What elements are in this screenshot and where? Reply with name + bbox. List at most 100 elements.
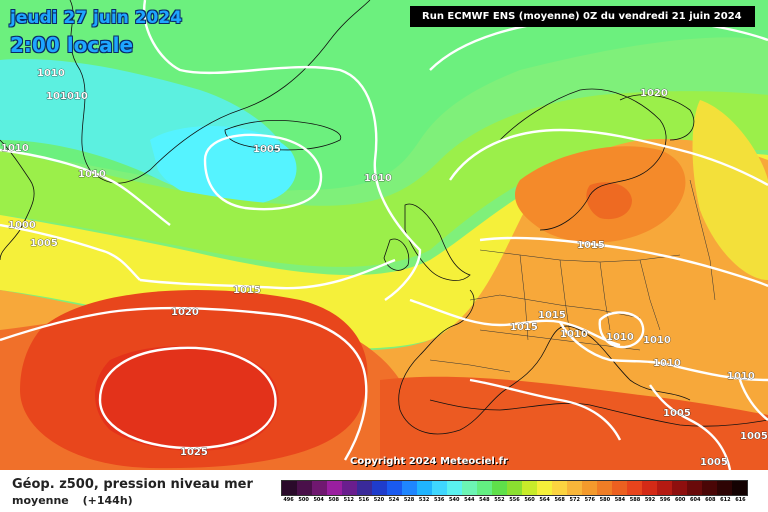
color-scale-tick-label: 544 <box>464 497 475 503</box>
color-scale-swatch <box>627 481 642 495</box>
color-scale-swatch <box>312 481 327 495</box>
color-scale-swatch <box>327 481 342 495</box>
color-scale-swatch <box>657 481 672 495</box>
isobar-label: 1010 <box>78 169 106 180</box>
color-scale-swatch <box>642 481 657 495</box>
color-scale-swatch <box>432 481 447 495</box>
isobar-label: 1005 <box>30 238 58 249</box>
color-scale-swatch <box>597 481 612 495</box>
color-scale-tick-label: 500 <box>298 497 309 503</box>
color-scale-swatch <box>687 481 702 495</box>
isobar-label: 1010 <box>364 173 392 184</box>
color-scale-tick-label: 556 <box>509 497 520 503</box>
color-scale-tick-label: 588 <box>629 497 641 503</box>
isobar-label: 1010 <box>37 68 65 79</box>
isobar-label: 1020 <box>171 307 199 318</box>
product-subtitle: moyenne (+144h) <box>12 494 133 507</box>
color-scale-swatch <box>342 481 357 495</box>
color-scale-tick-label: 524 <box>388 497 400 503</box>
color-scale-tick-label: 600 <box>674 497 686 503</box>
color-scale-swatch <box>387 481 402 495</box>
color-scale-tick-label: 616 <box>735 497 746 503</box>
color-scale-tick-label: 596 <box>659 497 671 503</box>
product-title: Géop. z500, pression niveau mer <box>12 477 253 492</box>
field-band-lightgreen <box>0 91 768 267</box>
color-scale-swatch <box>477 481 492 495</box>
legend-footer: Géop. z500, pression niveau mer moyenne … <box>0 470 768 512</box>
color-scale-swatch <box>402 481 417 495</box>
field-band-east <box>692 100 768 280</box>
color-scale-swatch <box>417 481 432 495</box>
isobar-label: 1015 <box>538 310 566 321</box>
color-scale-tick-label: 608 <box>705 497 716 503</box>
color-scale-swatch <box>567 481 582 495</box>
color-scale-tick-label: 516 <box>358 497 370 503</box>
color-scale-tick-label: 520 <box>373 497 385 503</box>
isobar-label: 1010 <box>643 335 671 346</box>
color-scale-tick-label: 604 <box>690 497 701 503</box>
color-scale-swatch <box>717 481 732 495</box>
isobar-label: 1005 <box>253 144 281 155</box>
color-scale-swatch <box>732 481 747 495</box>
color-scale-swatch <box>552 481 567 495</box>
color-scale-swatch <box>372 481 387 495</box>
color-scale-tick-label: 560 <box>524 497 535 503</box>
copyright-text: Copyright 2024 Meteociel.fr <box>350 456 508 467</box>
isobar-label: 1010 <box>653 358 681 369</box>
color-scale-tick-label: 504 <box>313 497 324 503</box>
color-scale-bar <box>281 480 748 496</box>
color-scale-swatch <box>672 481 687 495</box>
color-scale-swatch <box>357 481 372 495</box>
isobar-labels: 1010 1010 1010 1010 1005 1010 1020 1000 … <box>1 68 768 469</box>
isobar-label: 1015 <box>233 285 261 296</box>
color-scale-swatch <box>522 481 537 495</box>
forecast-date: jeudi 27 juin 2024 <box>10 8 183 28</box>
color-scale-tick-label: 552 <box>494 497 505 503</box>
isobar-label: 1010 <box>560 329 588 340</box>
isobar-label: 1010 <box>727 371 755 382</box>
subtitle-step: (+144h) <box>82 494 133 507</box>
color-scale-tick-label: 580 <box>599 497 611 503</box>
subtitle-mean: moyenne <box>12 494 69 507</box>
color-scale-tick-label: 512 <box>343 497 354 503</box>
color-scale-tick-label: 528 <box>403 497 415 503</box>
color-scale-tick-label: 532 <box>418 497 430 503</box>
isobar-label: 1005 <box>740 431 768 442</box>
isobar-label: 1025 <box>180 447 208 458</box>
color-scale-tick-label: 508 <box>328 497 339 503</box>
isobar-label: 1010 <box>46 91 74 102</box>
color-scale-tick-label: 540 <box>449 497 460 503</box>
coastlines <box>0 0 768 435</box>
color-scale-tick-label: 564 <box>539 497 550 503</box>
color-scale-tick-label: 592 <box>644 497 656 503</box>
color-scale-tick-label: 536 <box>433 497 445 503</box>
field-high-core <box>95 346 279 451</box>
isobar-label: 1010 <box>606 332 634 343</box>
map-canvas: 1010 1010 1010 1010 1005 1010 1020 1000 … <box>0 0 768 470</box>
color-scale-swatch <box>297 481 312 495</box>
isobar-label: 1010 <box>60 91 88 102</box>
color-scale-swatch <box>507 481 522 495</box>
color-scale-tick-label: 576 <box>584 497 595 503</box>
forecast-time: 2:00 locale <box>10 33 134 57</box>
color-scale-tick-label: 584 <box>614 497 626 503</box>
isobar-label: 1010 <box>1 143 29 154</box>
color-scale-tick-label: 612 <box>720 497 731 503</box>
field-band-med <box>380 376 768 470</box>
color-scale-swatch <box>537 481 552 495</box>
color-scale-labels: 496 500 504 508 512 516 520 524 528 532 536 540 544 5… <box>281 497 748 503</box>
field-band-baltic-core <box>586 182 632 220</box>
color-scale-swatch <box>462 481 477 495</box>
color-scale-swatch <box>447 481 462 495</box>
color-scale-tick-label: 572 <box>569 497 580 503</box>
color-scale-swatch <box>582 481 597 495</box>
isobar-label: 1015 <box>510 322 538 333</box>
color-scale-tick-label: 496 <box>283 497 294 503</box>
color-scale-swatch <box>282 481 297 495</box>
isobar-label: 1005 <box>700 457 728 468</box>
color-scale-swatch <box>492 481 507 495</box>
isobar-label: 1005 <box>663 408 691 419</box>
color-scale-swatch <box>612 481 627 495</box>
country-borders <box>429 179 716 373</box>
field-low-core <box>150 126 297 206</box>
